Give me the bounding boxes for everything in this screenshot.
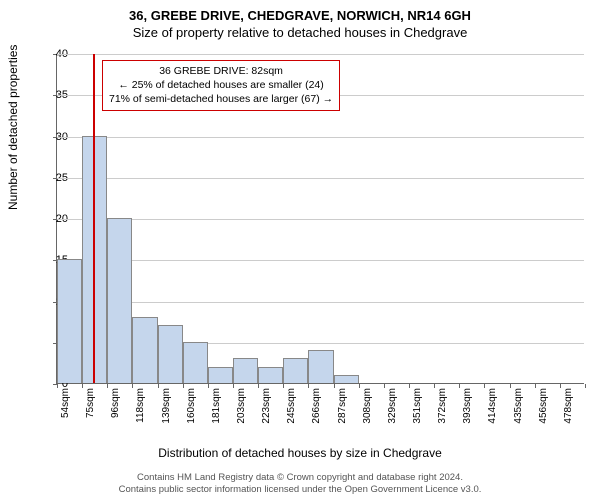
x-tick-label: 118sqm <box>135 388 146 423</box>
x-tick-mark <box>158 384 159 388</box>
x-tick-label: 181sqm <box>211 388 222 424</box>
histogram-bar <box>258 367 283 384</box>
annotation-line1: 36 GREBE DRIVE: 82sqm <box>109 64 333 78</box>
x-tick-mark <box>535 384 536 388</box>
x-tick-mark <box>183 384 184 388</box>
x-tick-mark <box>208 384 209 388</box>
x-tick-mark <box>334 384 335 388</box>
x-tick-label: 160sqm <box>186 388 197 424</box>
x-tick-label: 351sqm <box>412 388 423 424</box>
x-tick-label: 435sqm <box>513 388 524 424</box>
x-tick-mark <box>434 384 435 388</box>
x-tick-label: 478sqm <box>563 388 574 424</box>
chart-container: 36, GREBE DRIVE, CHEDGRAVE, NORWICH, NR1… <box>0 0 600 500</box>
x-tick-label: 223sqm <box>261 388 272 424</box>
x-tick-label: 203sqm <box>236 388 247 424</box>
x-tick-label: 287sqm <box>337 388 348 424</box>
annotation-box: 36 GREBE DRIVE: 82sqm ← 25% of detached … <box>102 60 340 111</box>
x-tick-label: 329sqm <box>387 388 398 424</box>
histogram-bar <box>233 358 258 383</box>
x-tick-label: 414sqm <box>487 388 498 424</box>
annotation-line2: ← 25% of detached houses are smaller (24… <box>109 78 333 92</box>
subject-property-marker <box>93 54 95 383</box>
x-tick-mark <box>459 384 460 388</box>
x-tick-label: 393sqm <box>462 388 473 424</box>
x-tick-mark <box>283 384 284 388</box>
x-tick-label: 54sqm <box>60 388 71 418</box>
histogram-bar <box>283 358 308 383</box>
x-tick-mark <box>585 384 586 388</box>
histogram-bar <box>107 218 132 383</box>
x-tick-label: 372sqm <box>437 388 448 424</box>
x-tick-label: 266sqm <box>311 388 322 424</box>
x-tick-mark <box>409 384 410 388</box>
x-tick-label: 245sqm <box>286 388 297 424</box>
x-tick-label: 75sqm <box>85 388 96 418</box>
attribution-line1: Contains HM Land Registry data © Crown c… <box>0 472 600 484</box>
y-axis-label: Number of detached properties <box>6 45 20 210</box>
attribution-line2: Contains public sector information licen… <box>0 484 600 496</box>
x-tick-mark <box>132 384 133 388</box>
page-title-subtitle: Size of property relative to detached ho… <box>0 23 600 40</box>
histogram-bar <box>57 259 82 383</box>
x-tick-mark <box>359 384 360 388</box>
histogram-bar <box>183 342 208 383</box>
page-title-address: 36, GREBE DRIVE, CHEDGRAVE, NORWICH, NR1… <box>0 0 600 23</box>
histogram-bar <box>308 350 333 383</box>
x-tick-mark <box>107 384 108 388</box>
x-tick-label: 96sqm <box>110 388 121 418</box>
x-tick-mark <box>484 384 485 388</box>
x-tick-mark <box>510 384 511 388</box>
histogram-bar <box>132 317 157 383</box>
x-tick-label: 139sqm <box>161 388 172 424</box>
histogram-bar <box>208 367 233 384</box>
plot-area: 36 GREBE DRIVE: 82sqm ← 25% of detached … <box>56 54 584 384</box>
x-tick-mark <box>82 384 83 388</box>
x-tick-mark <box>233 384 234 388</box>
x-tick-mark <box>384 384 385 388</box>
x-tick-label: 456sqm <box>538 388 549 424</box>
x-tick-mark <box>258 384 259 388</box>
x-tick-mark <box>308 384 309 388</box>
attribution: Contains HM Land Registry data © Crown c… <box>0 472 600 496</box>
histogram-bar <box>158 325 183 383</box>
x-tick-mark <box>560 384 561 388</box>
histogram-bar <box>334 375 359 383</box>
x-axis-label: Distribution of detached houses by size … <box>0 446 600 460</box>
x-tick-label: 308sqm <box>362 388 373 424</box>
annotation-line3: 71% of semi-detached houses are larger (… <box>109 92 333 106</box>
